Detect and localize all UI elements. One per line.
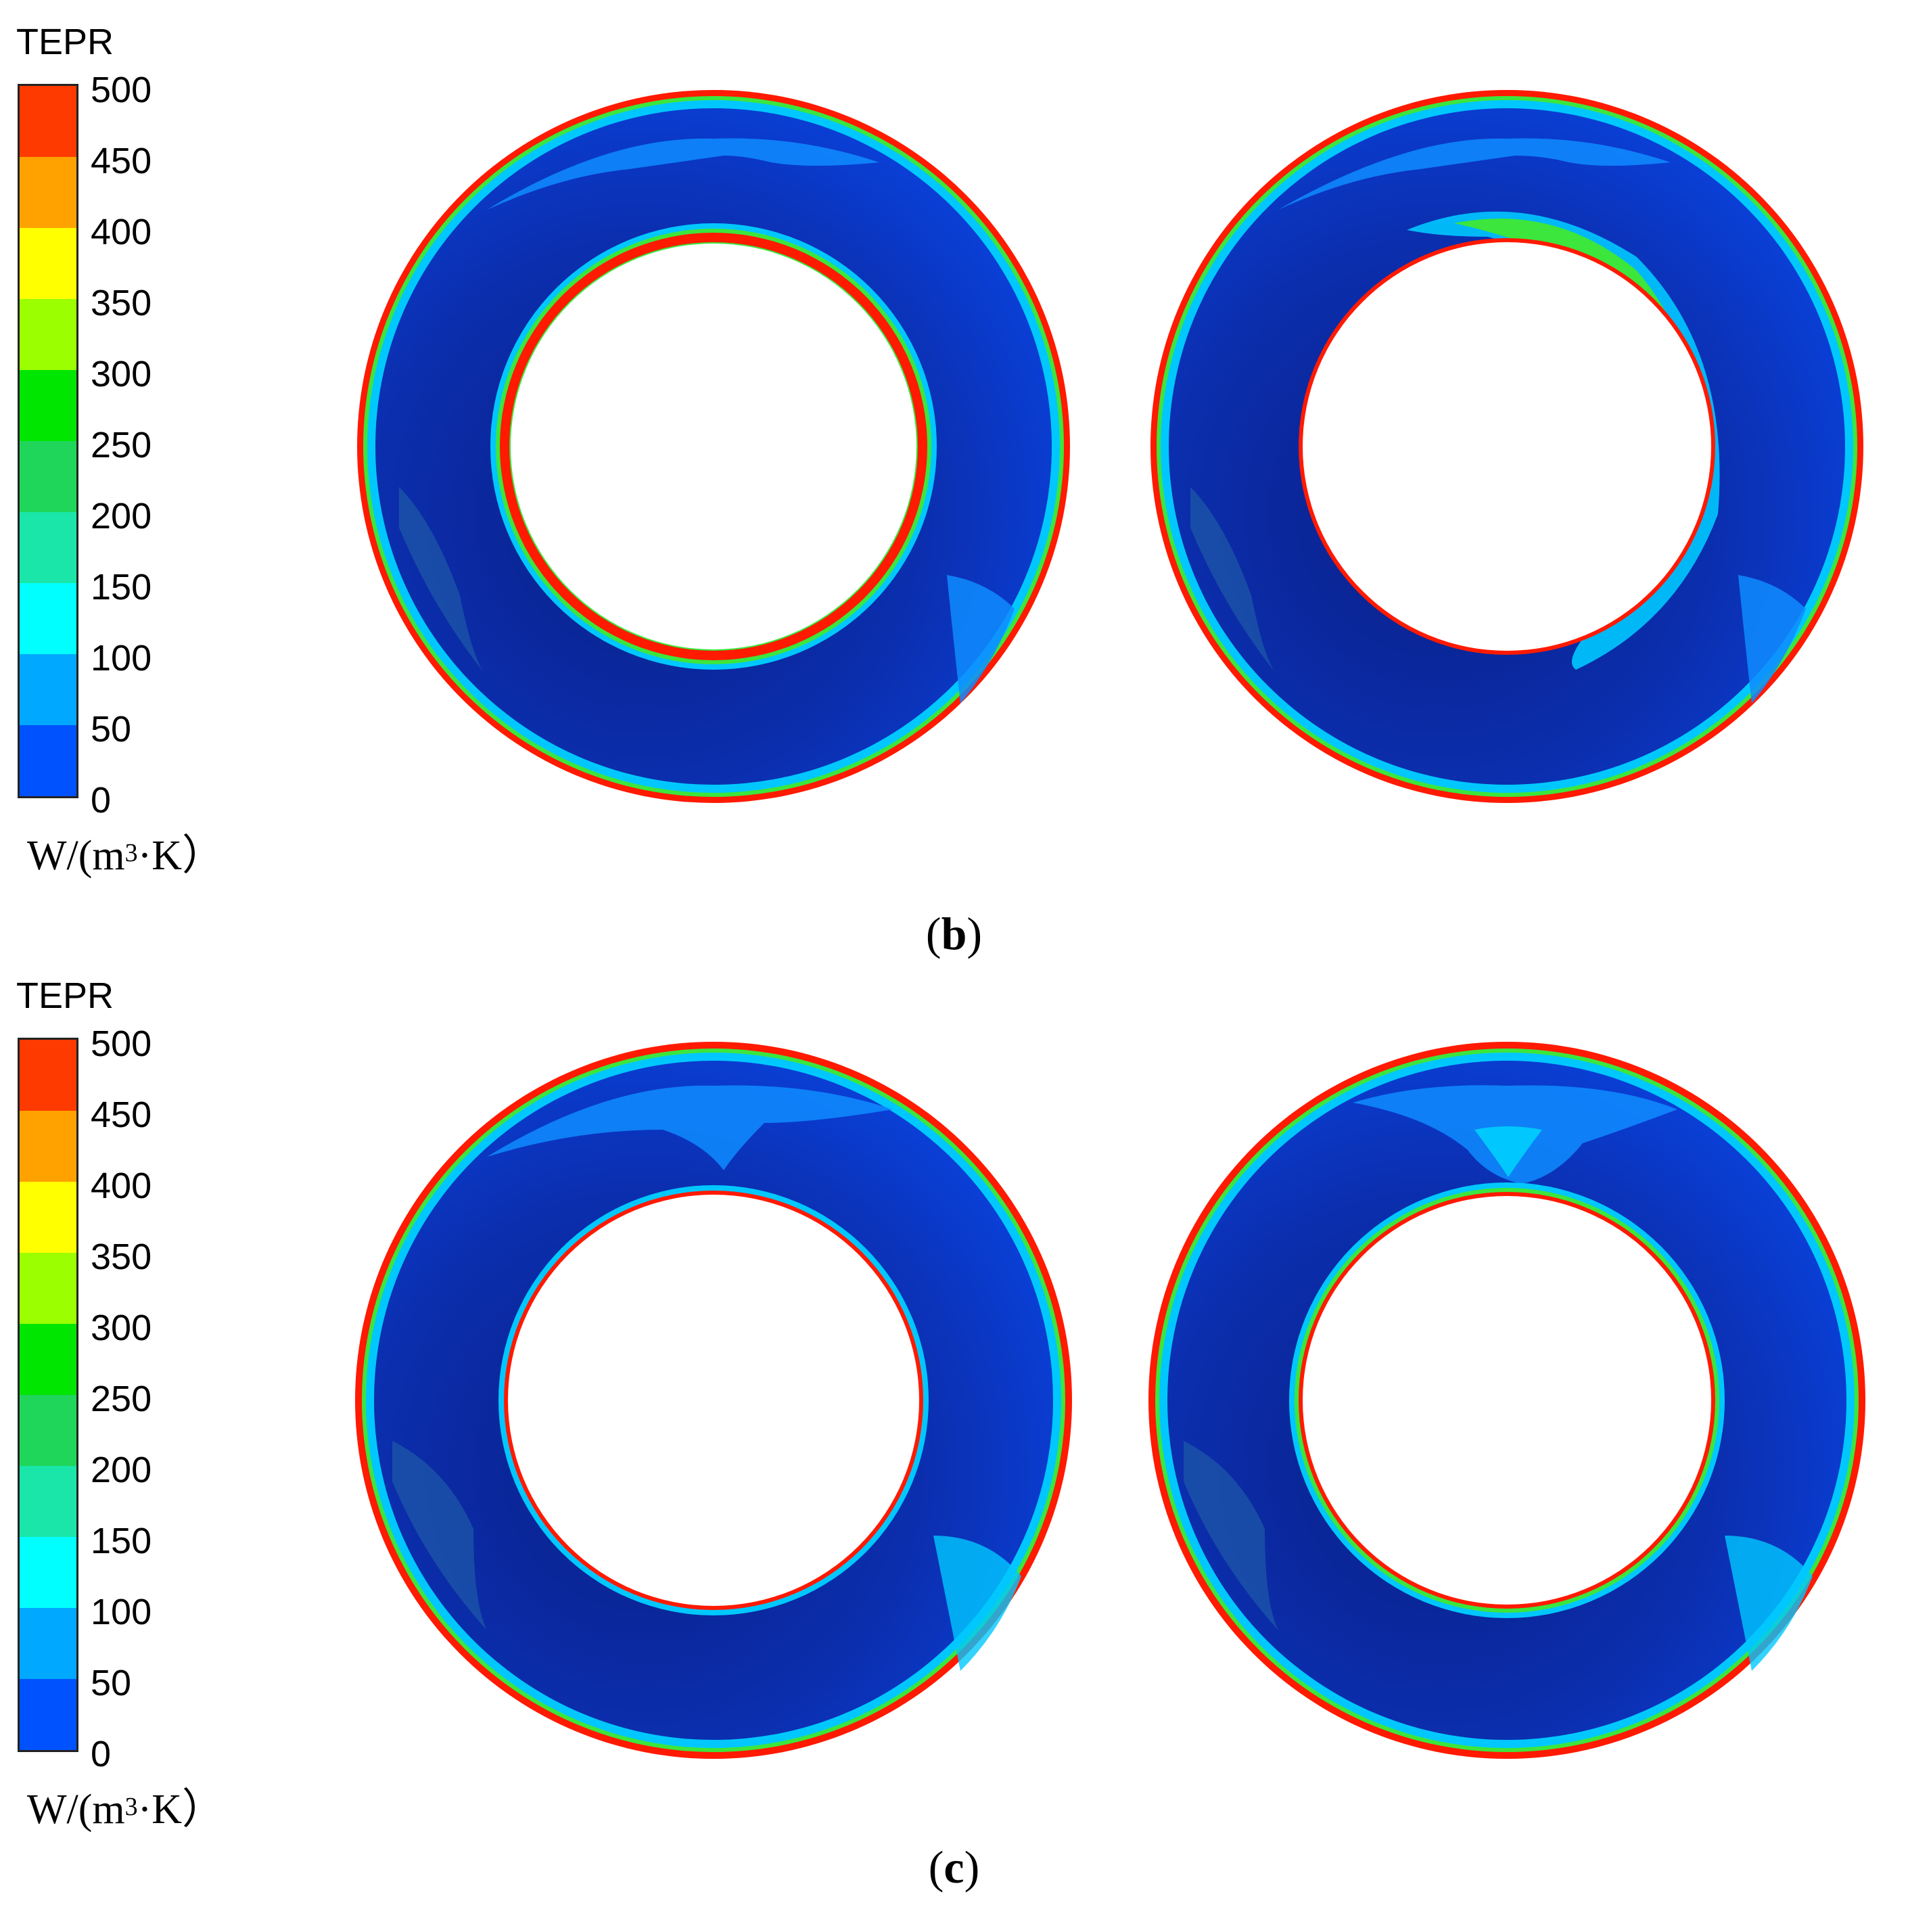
colorbar-segment-250-300 [20,370,76,441]
colorbar-tick: 300 [91,1308,152,1348]
colorbar-tick: 200 [91,1450,152,1490]
colorbar-title: TEPR [16,22,114,62]
colorbar-tick: 400 [91,1166,152,1206]
colorbar-tick: 450 [91,1095,152,1135]
colorbar-tick: 50 [91,709,132,750]
colorbar-segment-100-150 [20,1537,76,1608]
colorbar-segment-400-450 [20,157,76,228]
colorbar-title: TEPR [16,975,114,1016]
annulus-left-b [357,90,1070,803]
colorbar-tick: 0 [91,780,112,821]
colorbar-segment-200-250 [20,441,76,512]
colorbar-tick: 200 [91,496,152,536]
colorbar-segment-300-350 [20,299,76,370]
contour-plot-c [355,1042,1865,1759]
panel-label-b: (b) [925,908,983,959]
colorbar-segment-350-400 [20,228,76,299]
colorbar-tick: 500 [91,70,152,110]
annulus-left-c [355,1042,1072,1759]
colorbar-tick: 150 [91,1521,152,1561]
colorbar [18,84,78,798]
panel-b: TEPR 500 450 400 350 300 250 200 150 100… [0,0,1908,959]
colorbar-tick: 100 [91,1592,152,1632]
colorbar-segment-300-350 [20,1253,76,1324]
colorbar-tick: 50 [91,1663,132,1703]
colorbar-tick: 250 [91,425,152,465]
colorbar-segment-0-50 [20,1679,76,1750]
contour-plot-b [357,90,1863,803]
colorbar-segment-150-200 [20,1466,76,1537]
colorbar-segment-350-400 [20,1182,76,1253]
colorbar-unit: W/(m3·K） [27,833,225,879]
colorbar-tick: 250 [91,1379,152,1419]
colorbar-segment-400-450 [20,1111,76,1182]
colorbar-tick: 300 [91,354,152,394]
colorbar-tick: 350 [91,283,152,323]
colorbar-tick: 150 [91,567,152,607]
colorbar-segment-0-50 [20,725,76,796]
colorbar [18,1038,78,1752]
annulus-right-c [1148,1042,1865,1759]
panel-label-c: (c) [928,1841,980,1893]
colorbar-segment-150-200 [20,512,76,583]
colorbar-tick: 350 [91,1237,152,1277]
colorbar-segment-50-100 [20,1608,76,1679]
colorbar-tick: 0 [91,1734,112,1774]
colorbar-segment-100-150 [20,583,76,654]
annulus-right-b [1150,90,1863,803]
colorbar-tick: 400 [91,212,152,252]
colorbar-tick: 450 [91,141,152,181]
colorbar-segment-200-250 [20,1395,76,1466]
colorbar-segment-450-500 [20,86,76,157]
colorbar-tick: 500 [91,1024,152,1064]
colorbar-tick: 100 [91,638,152,678]
colorbar-segment-250-300 [20,1324,76,1395]
panel-c: TEPR 500 450 400 350 300 250 200 150 100… [0,954,1908,1908]
colorbar-segment-50-100 [20,654,76,725]
colorbar-unit: W/(m3·K） [27,1787,225,1833]
colorbar-segment-450-500 [20,1040,76,1111]
